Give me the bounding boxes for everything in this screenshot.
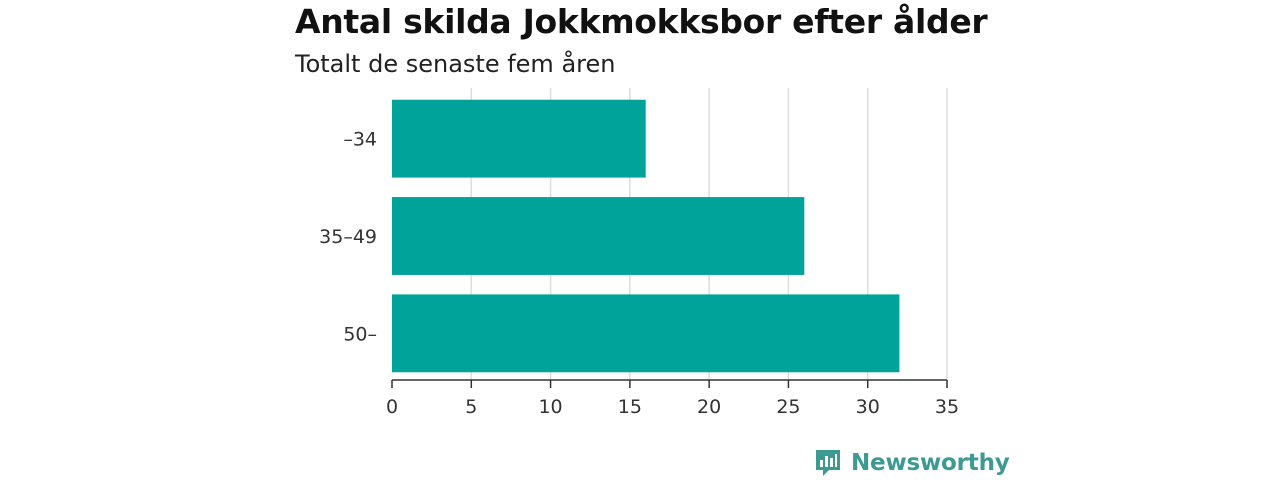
bar xyxy=(392,294,900,373)
bar xyxy=(392,197,805,275)
x-tick-label: 0 xyxy=(386,396,398,418)
x-tick-label: 25 xyxy=(776,396,800,418)
bars xyxy=(392,99,900,373)
chart-title: Antal skilda Jokkmokksbor efter ålder xyxy=(295,2,988,41)
x-tick-label: 20 xyxy=(697,396,721,418)
y-axis-labels: –34 35–49 50– xyxy=(319,129,377,346)
y-category-label: –34 xyxy=(343,129,377,151)
x-tick-label: 15 xyxy=(618,396,642,418)
x-axis: 0 5 10 15 20 25 30 35 xyxy=(386,379,959,418)
x-tick-label: 5 xyxy=(465,396,477,418)
y-category-label: 35–49 xyxy=(319,226,377,248)
x-tick-label: 30 xyxy=(856,396,880,418)
bar xyxy=(392,99,646,178)
newsworthy-logo: Newsworthy xyxy=(814,446,1010,480)
x-tick-label: 10 xyxy=(538,396,562,418)
chart-subtitle: Totalt de senaste fem åren xyxy=(295,50,616,78)
brand-name: Newsworthy xyxy=(851,450,1010,476)
newsworthy-logo-icon xyxy=(816,450,840,476)
y-category-label: 50– xyxy=(343,323,377,345)
x-tick-label: 35 xyxy=(935,396,959,418)
